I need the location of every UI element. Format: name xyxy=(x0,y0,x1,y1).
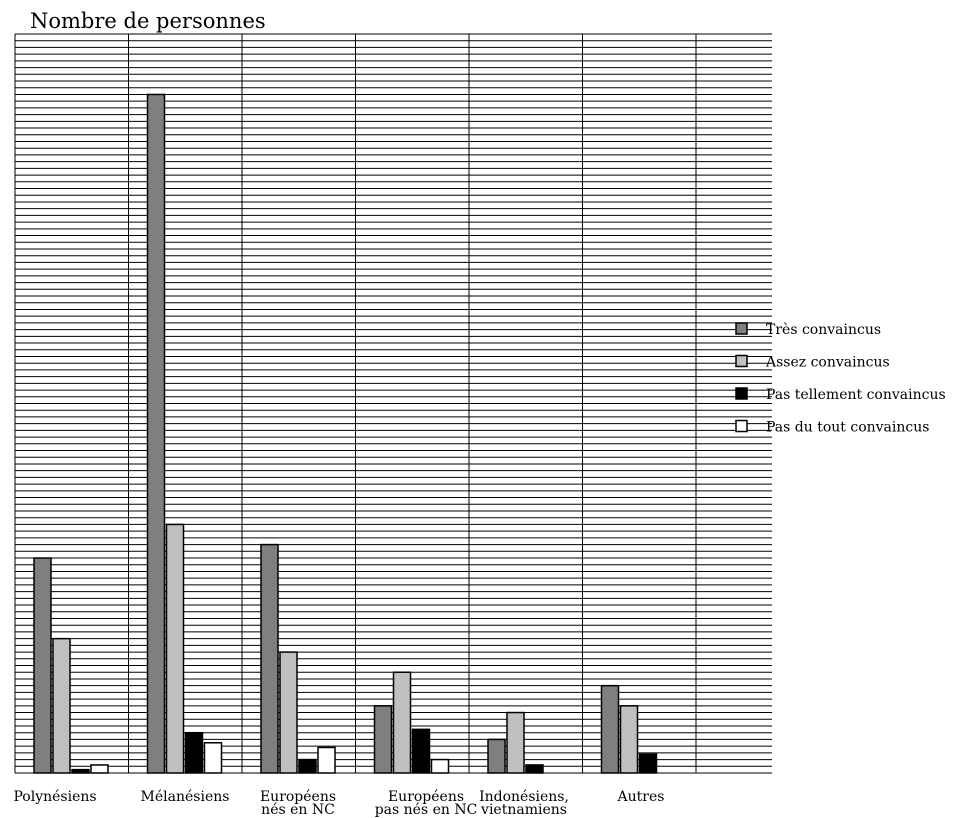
bar xyxy=(318,747,335,773)
x-tick-label: Européenspas nés en NC xyxy=(375,789,478,818)
bar xyxy=(186,733,203,773)
bar xyxy=(280,652,297,773)
bar xyxy=(148,94,165,773)
bar xyxy=(91,765,108,773)
legend-label: Très convaincus xyxy=(766,322,881,338)
y-axis-label: Nombre de personnes xyxy=(30,9,266,33)
legend: Très convaincus Assez convaincus Pas telle… xyxy=(736,322,946,436)
bar xyxy=(53,639,70,773)
x-tick-label: Polynésiens xyxy=(13,789,96,805)
bar xyxy=(413,729,430,773)
bar xyxy=(621,706,638,773)
legend-label: Pas du tout convaincus xyxy=(766,420,929,436)
bar xyxy=(432,760,449,773)
legend-swatch xyxy=(736,356,747,367)
legend-swatch xyxy=(736,421,747,432)
legend-label: Pas tellement convaincus xyxy=(766,387,946,403)
legend-label: Assez convaincus xyxy=(765,355,890,371)
bar xyxy=(34,558,51,773)
bar xyxy=(488,739,505,773)
bar xyxy=(299,760,316,773)
x-tick-label: Mélanésiens xyxy=(141,789,230,805)
bar xyxy=(205,743,222,773)
legend-swatch xyxy=(736,388,747,399)
bar xyxy=(394,672,411,773)
x-tick-labels: Polynésiens Mélanésiens Européensnés en NC… xyxy=(13,789,664,818)
x-tick-label: Européensnés en NC xyxy=(260,789,336,818)
legend-swatch xyxy=(736,323,747,334)
bar xyxy=(167,524,184,773)
bar xyxy=(640,754,657,773)
bar xyxy=(507,713,524,773)
bar xyxy=(526,765,543,773)
x-tick-label: Indonésiens,vietnamiens xyxy=(479,789,569,818)
bars xyxy=(34,94,657,773)
bar xyxy=(261,545,278,773)
bar xyxy=(72,770,89,773)
bar xyxy=(375,706,392,773)
x-tick-label: Autres xyxy=(617,789,665,805)
bar xyxy=(602,686,619,773)
